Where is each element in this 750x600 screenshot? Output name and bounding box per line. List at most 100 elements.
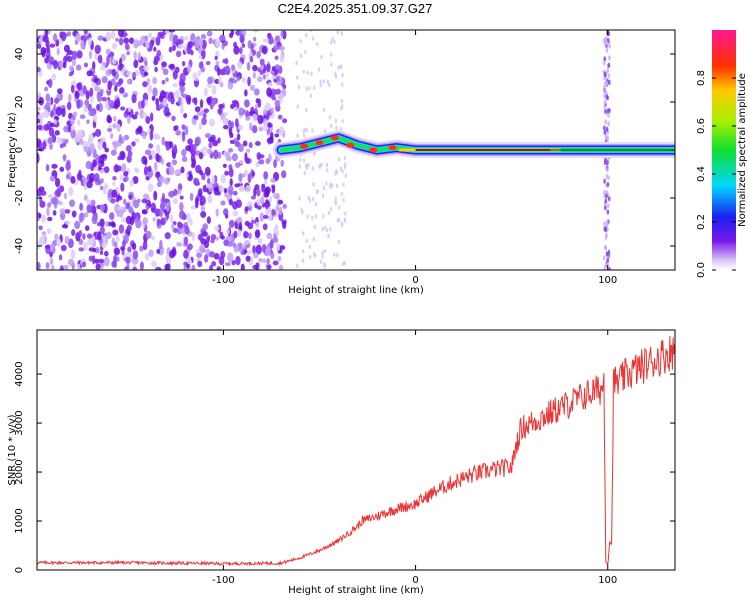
noise-speckle xyxy=(186,212,191,223)
noise-speckle xyxy=(214,225,220,232)
noise-speckle xyxy=(201,117,207,126)
noise-speckle xyxy=(136,198,141,203)
noise-speckle xyxy=(112,181,116,187)
snr-x-tick-label: 0 xyxy=(412,575,418,586)
noise-speckle xyxy=(249,84,256,92)
noise-speckle xyxy=(227,80,234,90)
noise-speckle xyxy=(157,31,164,38)
noise-speckle xyxy=(64,138,69,144)
noise-speckle xyxy=(94,44,101,55)
noise-speckle xyxy=(144,252,150,261)
noise-speckle xyxy=(111,30,116,40)
noise-speckle xyxy=(193,76,199,82)
noise-speckle xyxy=(269,131,274,140)
noise-speckle xyxy=(224,58,229,65)
noise-speckle xyxy=(132,250,139,260)
noise-speckle xyxy=(114,85,118,92)
noise-speckle xyxy=(207,76,213,85)
faint-speckle xyxy=(322,185,326,191)
noise-speckle xyxy=(141,198,148,204)
dropout-speckle xyxy=(602,255,606,261)
dropout-speckle xyxy=(607,196,611,202)
noise-speckle xyxy=(59,208,66,215)
noise-speckle xyxy=(155,152,160,162)
noise-speckle xyxy=(264,187,270,197)
dropout-speckle xyxy=(603,125,606,131)
noise-speckle xyxy=(181,149,187,157)
noise-speckle xyxy=(247,39,252,49)
noise-speckle xyxy=(227,185,234,195)
noise-speckle xyxy=(253,88,260,96)
noise-speckle xyxy=(110,221,116,227)
noise-speckle xyxy=(255,230,260,238)
noise-speckle xyxy=(153,46,157,52)
noise-speckle xyxy=(145,230,152,239)
noise-speckle xyxy=(246,250,252,255)
noise-speckle xyxy=(265,71,270,78)
faint-speckle xyxy=(327,210,331,216)
noise-speckle xyxy=(45,163,50,172)
dropout-speckle xyxy=(604,245,608,251)
noise-speckle xyxy=(105,31,112,41)
faint-speckle xyxy=(342,197,345,203)
noise-speckle xyxy=(262,74,267,80)
noise-speckle xyxy=(101,61,107,66)
spectrogram-x-tick-label: 0 xyxy=(412,275,418,286)
noise-speckle xyxy=(221,42,225,50)
noise-speckle xyxy=(85,160,92,170)
colorbar-tick-label: 0.8 xyxy=(696,70,707,86)
noise-speckle xyxy=(68,186,74,197)
noise-speckle xyxy=(280,30,284,38)
noise-speckle xyxy=(220,174,227,184)
noise-speckle xyxy=(58,254,63,261)
dropout-speckle xyxy=(606,160,609,166)
noise-speckle xyxy=(131,71,137,78)
colorbar-tick-label: 0.6 xyxy=(696,118,707,134)
noise-speckle xyxy=(155,97,160,107)
noise-speckle xyxy=(92,247,97,253)
faint-speckle xyxy=(344,173,348,179)
noise-speckle xyxy=(115,97,120,107)
noise-speckle xyxy=(128,37,134,44)
snr-x-axis-label: Height of straight line (km) xyxy=(288,585,424,596)
spectrogram-heatmap xyxy=(37,30,675,270)
noise-speckle xyxy=(37,261,41,270)
noise-speckle xyxy=(164,264,169,270)
noise-speckle xyxy=(186,259,193,265)
dropout-speckle xyxy=(604,205,607,211)
faint-speckle xyxy=(340,98,344,104)
noise-speckle xyxy=(190,205,197,210)
noise-speckle xyxy=(265,158,270,165)
noise-speckle xyxy=(74,91,80,99)
faint-speckle xyxy=(337,157,341,162)
noise-speckle xyxy=(62,32,68,38)
noise-speckle xyxy=(66,55,73,63)
noise-speckle xyxy=(44,57,50,64)
noise-speckle xyxy=(169,213,174,223)
noise-speckle xyxy=(276,242,281,252)
faint-speckle xyxy=(299,53,303,59)
noise-speckle xyxy=(263,120,269,126)
noise-speckle xyxy=(185,145,192,152)
faint-speckle xyxy=(299,38,302,44)
noise-speckle xyxy=(199,244,206,253)
noise-speckle xyxy=(78,212,85,222)
noise-speckle xyxy=(49,43,56,48)
faint-speckle xyxy=(343,260,346,266)
noise-speckle xyxy=(280,159,284,167)
noise-speckle xyxy=(240,263,245,270)
noise-speckle xyxy=(65,173,70,180)
noise-speckle xyxy=(228,198,233,206)
noise-speckle xyxy=(271,75,278,80)
noise-speckle xyxy=(231,260,236,266)
faint-speckle xyxy=(338,205,341,210)
noise-speckle xyxy=(143,166,148,176)
noise-speckle xyxy=(243,240,250,245)
noise-speckle xyxy=(128,206,134,214)
noise-speckle xyxy=(249,122,253,131)
noise-speckle xyxy=(38,96,45,106)
noise-speckle xyxy=(118,78,124,85)
noise-speckle xyxy=(55,106,63,116)
noise-speckle xyxy=(46,207,50,217)
